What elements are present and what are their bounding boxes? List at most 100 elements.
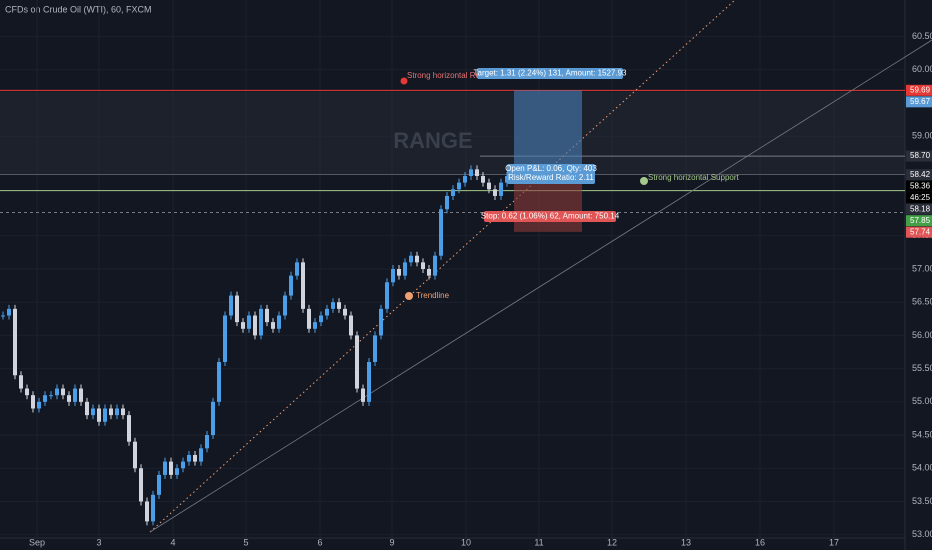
trend-line <box>149 0 736 533</box>
candle <box>469 169 473 177</box>
y-tick-label: 60.50 <box>912 31 932 41</box>
candle <box>205 435 209 449</box>
pnl-label: Open P&L: 0.06, Qty: 403 <box>505 164 597 173</box>
price-tag <box>906 203 932 215</box>
price-tag-label: 57.74 <box>910 227 931 236</box>
y-tick-label: 54.00 <box>912 463 932 473</box>
candle <box>43 395 47 402</box>
price-tag <box>906 180 932 192</box>
price-tag-label: 57.85 <box>910 216 931 225</box>
x-tick-label: 11 <box>534 537 543 547</box>
candle <box>7 308 11 316</box>
y-tick-label: 57.00 <box>912 263 932 273</box>
candle <box>253 315 257 336</box>
candle <box>493 189 497 196</box>
x-tick-label: Sep <box>29 537 45 547</box>
chart-title: CFDs on Crude Oil (WTI), 60, FXCM <box>5 4 152 14</box>
price-tag-label: 58.70 <box>910 151 931 160</box>
stop-label: Stop: 0.62 (1.06%) 62, Amount: 750.14 <box>481 212 620 221</box>
candle <box>289 275 293 296</box>
candle <box>325 308 329 316</box>
candle <box>331 302 335 309</box>
candle <box>415 255 419 263</box>
y-tick-label: 55.00 <box>912 396 932 406</box>
candle <box>421 262 425 269</box>
candle <box>175 468 179 475</box>
candle <box>247 315 251 329</box>
candle <box>295 262 299 276</box>
x-tick-label: 10 <box>461 537 471 547</box>
marker <box>405 292 413 300</box>
x-tick-label: 5 <box>243 537 248 547</box>
candle <box>271 322 275 329</box>
candle <box>307 308 311 329</box>
price-tag-label: 58.18 <box>910 204 931 213</box>
price-tag-label: 59.67 <box>910 97 931 106</box>
candle <box>73 388 77 402</box>
x-tick-label: 12 <box>607 537 617 547</box>
candle <box>355 335 359 389</box>
candle <box>241 322 245 329</box>
candle <box>223 315 227 362</box>
candle <box>13 308 17 376</box>
candle <box>475 169 479 177</box>
candle <box>121 408 125 416</box>
y-tick-label: 56.00 <box>912 330 932 340</box>
x-tick-label: 17 <box>829 537 839 547</box>
candle <box>193 454 197 462</box>
trend-line <box>149 39 932 533</box>
pnl-label-bg <box>507 164 595 184</box>
candle <box>235 295 239 323</box>
target-label: Target: 1.31 (2.24%) 131, Amount: 1527.9… <box>474 69 628 78</box>
price-tag-label: 58.42 <box>910 170 931 179</box>
candle <box>133 441 137 469</box>
x-tick-label: 6 <box>317 537 322 547</box>
annotation: Strong horizontal Res <box>407 71 484 80</box>
countdown-bg <box>906 192 932 204</box>
candle <box>109 408 113 416</box>
candle <box>259 308 263 336</box>
candle <box>373 335 377 362</box>
candle <box>79 388 83 402</box>
x-tick-label: 4 <box>170 537 175 547</box>
candle <box>265 308 269 323</box>
candle <box>433 255 437 276</box>
candle <box>385 282 389 309</box>
marker <box>640 177 648 185</box>
candle <box>19 375 23 389</box>
candle <box>103 408 107 422</box>
price-tag-label: 59.69 <box>910 85 931 94</box>
y-tick-label: 53.00 <box>912 529 932 539</box>
pnl-label: Risk/Reward Ratio: 2.11 <box>508 173 594 182</box>
candle <box>343 308 347 316</box>
candle <box>211 401 215 436</box>
y-tick-label: 56.50 <box>912 297 932 307</box>
candle <box>229 295 233 316</box>
annotation: Trendline <box>416 291 450 300</box>
x-tick-label: 9 <box>389 537 394 547</box>
candle <box>139 468 143 502</box>
target-label-bg <box>477 68 623 79</box>
price-tag <box>906 96 932 108</box>
stop-label-bg <box>484 211 616 222</box>
candle <box>349 315 353 336</box>
candle <box>115 408 119 416</box>
candle <box>31 395 35 409</box>
candle <box>301 262 305 309</box>
candle <box>169 461 173 475</box>
candle <box>217 361 221 402</box>
candle <box>319 315 323 323</box>
price-tag-label: 58.36 <box>910 181 931 190</box>
candle <box>451 189 455 196</box>
candle <box>499 182 503 196</box>
price-tag <box>906 169 932 181</box>
candle <box>391 269 395 283</box>
y-tick-label: 59.00 <box>912 131 932 141</box>
candle <box>427 269 431 276</box>
candle <box>151 494 155 522</box>
target-box <box>514 90 582 175</box>
price-tag <box>906 150 932 162</box>
y-tick-label: 55.50 <box>912 363 932 373</box>
candle <box>481 176 485 183</box>
